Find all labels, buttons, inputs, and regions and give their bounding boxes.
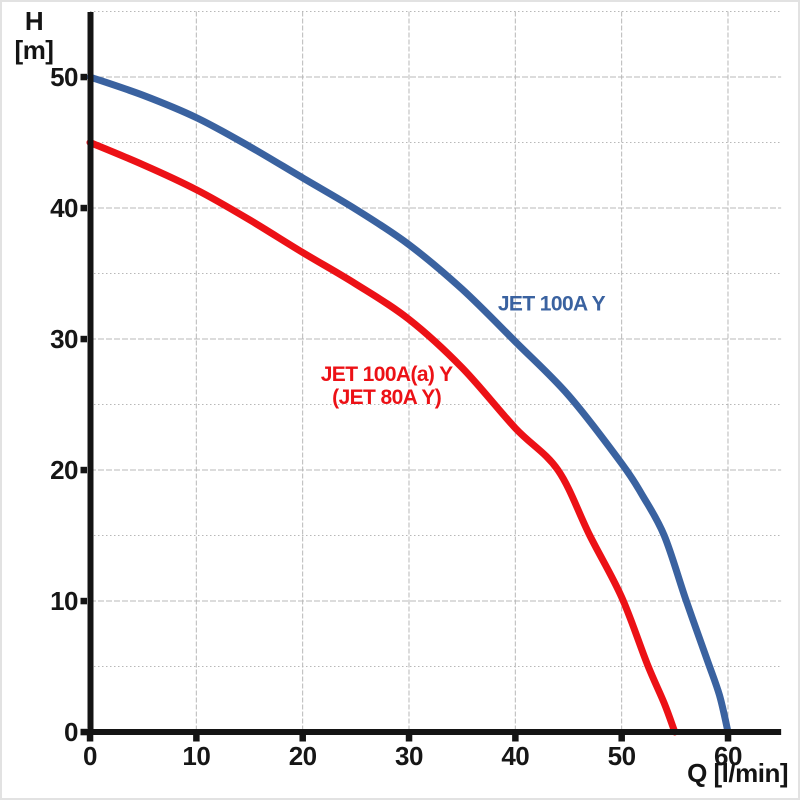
x-tick-label: 0 — [83, 741, 97, 771]
y-tick-mark — [80, 728, 87, 736]
y-tick-mark — [80, 204, 87, 212]
curves — [86, 73, 732, 736]
x-tick-mark — [512, 735, 519, 742]
x-tick-label: 20 — [288, 741, 317, 771]
x-tick-mark — [86, 735, 94, 742]
gridlines — [90, 11, 782, 732]
y-tick-label: 0 — [64, 717, 78, 747]
y-tick-label: 50 — [50, 62, 78, 92]
x-tick-mark — [618, 735, 625, 742]
curve-jet-100a-a-y — [86, 139, 679, 736]
series-label-jet-100a-y: JET 100A Y — [497, 292, 606, 316]
y-tick-label: 10 — [50, 586, 78, 616]
x-tick-label: 30 — [395, 741, 423, 771]
x-tick-label: 50 — [607, 741, 636, 771]
y-axis-title: H [m] — [6, 7, 62, 65]
series-label-jet-100a-a-y-line2: (JET 80A Y) — [332, 386, 442, 410]
curve-jet-100a-y — [86, 73, 732, 736]
series-label-jet-100a-a-y: JET 100A(a) Y (JET 80A Y) — [321, 363, 453, 409]
y-tick-label: 30 — [50, 324, 78, 354]
y-tick-mark — [80, 335, 87, 343]
y-axis-title-symbol: H — [24, 6, 44, 36]
x-tick-mark — [405, 735, 413, 742]
x-axis-title: Q [l/min] — [687, 758, 788, 788]
axes — [87, 12, 782, 735]
x-tick-label: 10 — [182, 741, 211, 771]
x-tick-mark — [193, 735, 200, 742]
series-label-jet-100a-y-line1: JET 100A Y — [497, 292, 606, 316]
tick-marks — [80, 73, 732, 742]
y-tick-mark — [80, 73, 87, 81]
x-tick-mark — [299, 735, 306, 742]
y-axis-title-unit: [m] — [14, 35, 54, 65]
y-tick-mark — [80, 597, 87, 605]
x-tick-mark — [724, 735, 732, 742]
x-tick-label: 60 — [714, 741, 742, 771]
y-tick-mark — [80, 466, 87, 474]
series-label-jet-100a-a-y-line1: JET 100A(a) Y — [320, 363, 453, 387]
y-tick-label: 20 — [50, 455, 78, 485]
x-tick-label: 40 — [501, 741, 530, 771]
y-tick-label: 40 — [50, 193, 78, 223]
